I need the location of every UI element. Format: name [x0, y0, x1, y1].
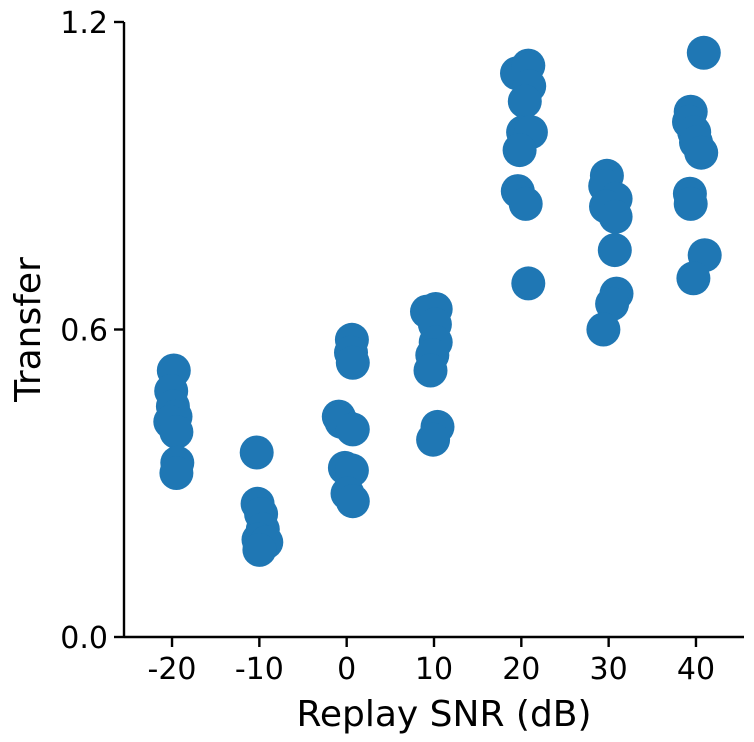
x-axis-label: Replay SNR (dB) [296, 694, 591, 735]
y-axis-label: Transfer [8, 257, 49, 403]
x-tick-label: 0 [337, 652, 356, 687]
data-point-9 [239, 435, 274, 470]
data-point-37 [507, 84, 542, 119]
data-point-60 [673, 186, 708, 221]
points-layer [153, 35, 722, 567]
data-point-8 [159, 456, 194, 490]
x-tick-label: 40 [677, 652, 715, 687]
data-point-62 [676, 261, 711, 296]
data-point-53 [686, 35, 721, 70]
x-tick-label: 10 [415, 652, 453, 687]
ticks-layer: -20 -10 0 10 20 30 40 0.0 0.6 1.2 [60, 6, 715, 687]
data-point-6 [159, 415, 194, 449]
x-tick-label: -10 [235, 652, 284, 687]
data-point-52 [586, 312, 621, 347]
x-tick-label: 20 [502, 652, 540, 687]
data-point-51 [595, 286, 630, 321]
y-tick-label: 1.2 [60, 6, 108, 41]
data-point-25 [335, 484, 370, 519]
y-tick-label: 0.6 [60, 314, 108, 349]
x-tick-label: 30 [590, 652, 628, 687]
data-point-15 [242, 532, 277, 567]
data-point-31 [413, 353, 448, 388]
data-point-42 [508, 186, 543, 221]
data-point-18 [335, 345, 370, 380]
data-point-40 [502, 133, 537, 168]
data-point-33 [416, 422, 451, 457]
data-point-43 [511, 266, 546, 301]
data-point-48 [598, 199, 633, 234]
data-point-21 [335, 412, 370, 447]
data-point-58 [684, 135, 719, 170]
x-tick-label: -20 [148, 652, 197, 687]
data-point-49 [597, 233, 632, 268]
y-tick-label: 0.0 [60, 621, 108, 656]
